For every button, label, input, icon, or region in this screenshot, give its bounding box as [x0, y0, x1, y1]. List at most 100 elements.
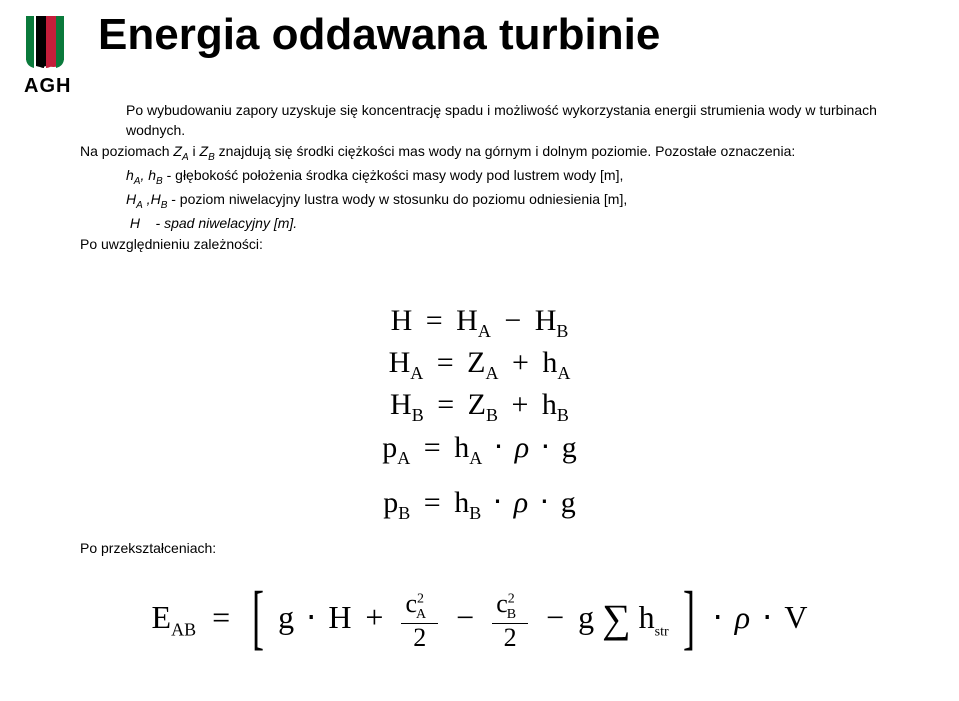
eq2-r2: h — [542, 346, 557, 379]
eq1-r1: H — [456, 304, 478, 337]
eq2-l: H — [389, 346, 411, 379]
eq5-l: p — [383, 486, 398, 519]
eq5-rho: ρ — [514, 486, 528, 519]
b1-b: B — [156, 176, 163, 187]
eq-1: H = HA − HB — [0, 304, 959, 342]
za-sub: A — [182, 151, 189, 162]
fe-eq: = — [212, 599, 230, 635]
eq4-l: p — [382, 431, 397, 464]
agh-logo: AGH — [24, 14, 78, 98]
eq-5: pB = hB ⋅ ρ ⋅ g — [0, 485, 959, 524]
eq4-s1: A — [469, 448, 482, 468]
eq1-r2: H — [535, 304, 557, 337]
eq3-r1: Z — [468, 388, 486, 421]
eq5-ls: B — [398, 503, 410, 523]
eq4-dot: ⋅ — [494, 431, 504, 464]
fe-ca-den: 2 — [401, 624, 438, 651]
fe-frac-b: c2B 2 — [492, 590, 528, 651]
fe-e: E — [152, 599, 172, 635]
bullet-2: HA ,HB - poziom niwelacyjny lustra wody … — [126, 189, 899, 213]
paragraph-2: Na poziomach ZA i ZB znajdują się środki… — [80, 141, 899, 165]
b2-post: - poziom niwelacyjny lustra wody w stosu… — [167, 191, 627, 207]
sum-icon: ∑ — [602, 603, 631, 635]
eq4-op: = — [424, 431, 441, 464]
p2-mid: i — [189, 143, 200, 159]
b2-a: A — [136, 200, 143, 211]
b2-mid: ,H — [143, 191, 161, 207]
final-equation: EAB = [ g ⋅ H + c2A 2 − c2B 2 − g ∑ hstr… — [0, 590, 959, 651]
paragraph-1: Po wybudowaniu zapory uzyskuje się konce… — [126, 100, 899, 141]
slide: AGH Energia oddawana turbinie Po wybudow… — [0, 0, 959, 701]
shield-icon — [24, 14, 78, 68]
eq3-s2: B — [557, 405, 569, 425]
eq3-l: H — [390, 388, 412, 421]
eq4-ls: A — [397, 448, 410, 468]
eq-3: HB = ZB + hB — [0, 388, 959, 426]
b2-h: H — [126, 191, 136, 207]
eq3-s1: B — [486, 405, 498, 425]
fe-dot2: ⋅ — [713, 599, 723, 635]
eq2-r1: Z — [467, 346, 485, 379]
fe-dot1: ⋅ — [306, 599, 316, 635]
eq-4: pA = hA ⋅ ρ ⋅ g — [0, 430, 959, 469]
fe-plus: + — [365, 599, 383, 635]
eq4-g: g — [562, 431, 577, 464]
eq3-op: = — [437, 388, 454, 421]
eq2-ls: A — [410, 363, 423, 383]
b1-mid: , h — [140, 167, 156, 183]
eq5-op: = — [424, 486, 441, 519]
eq-2: HA = ZA + hA — [0, 346, 959, 384]
eq1-op: = — [426, 304, 443, 337]
fe-g2: g — [578, 599, 594, 635]
b1-h: h — [126, 167, 134, 183]
slide-title: Energia oddawana turbinie — [98, 10, 660, 60]
zb-sym: Z — [200, 143, 209, 159]
eq3-r2: h — [542, 388, 557, 421]
eq3-ls: B — [412, 405, 424, 425]
fe-cb-c: c — [496, 589, 508, 618]
fe-cb-sup: 2 — [508, 591, 515, 606]
fe-rho: ρ — [735, 599, 750, 635]
eq4-dot2: ⋅ — [541, 431, 551, 464]
eq5-g: g — [561, 486, 576, 519]
p2-post: znajdują się środki ciężkości mas wody n… — [215, 143, 796, 159]
fe-cb-den: 2 — [492, 624, 528, 651]
eq5-dot2: ⋅ — [540, 486, 550, 519]
fe-ab: AB — [171, 619, 196, 639]
fe-g: g — [278, 599, 294, 635]
eq2-plus: + — [512, 346, 529, 379]
label-transforms: Po przekształceniach: — [80, 540, 216, 556]
fe-dot3: ⋅ — [762, 599, 772, 635]
fe-frac-a: c2A 2 — [401, 590, 438, 651]
bullet-1: hA, hB - głębokość położenia środka cięż… — [126, 165, 899, 189]
eq5-r1: h — [454, 486, 469, 519]
eq4-rho: ρ — [515, 431, 529, 464]
fe-h: H — [328, 599, 351, 635]
eq2-s2: A — [557, 363, 570, 383]
fe-minus2: − — [546, 599, 564, 635]
eq5-dot: ⋅ — [493, 486, 503, 519]
fe-str: str — [655, 624, 669, 639]
b1-post: - głębokość położenia środka ciężkości m… — [163, 167, 624, 183]
eq1-l: H — [391, 304, 413, 337]
logo-text: AGH — [24, 75, 78, 98]
eq2-op: = — [437, 346, 454, 379]
eq2-s1: A — [486, 363, 499, 383]
fe-ca-sub: A — [416, 607, 426, 622]
b3: H - spad niwelacyjny [m]. — [126, 215, 297, 231]
fe-minus: − — [456, 599, 474, 635]
fe-hstr: h — [639, 599, 655, 635]
fe-ca-sup: 2 — [417, 591, 424, 606]
body-text: Po wybudowaniu zapory uzyskuje się konce… — [80, 100, 899, 254]
eq1-s2: B — [556, 321, 568, 341]
fe-cb-sub: B — [507, 607, 516, 622]
za-sym: Z — [173, 143, 182, 159]
line-after: Po uwzględnieniu zależności: — [80, 234, 899, 254]
bullet-3: H - spad niwelacyjny [m]. — [126, 213, 899, 233]
eq1-s1: A — [478, 321, 491, 341]
eq4-r1: h — [454, 431, 469, 464]
eq3-plus: + — [512, 388, 529, 421]
zb-sub: B — [208, 151, 215, 162]
p2-pre: Na poziomach — [80, 143, 173, 159]
eq1-minus: − — [504, 304, 521, 337]
